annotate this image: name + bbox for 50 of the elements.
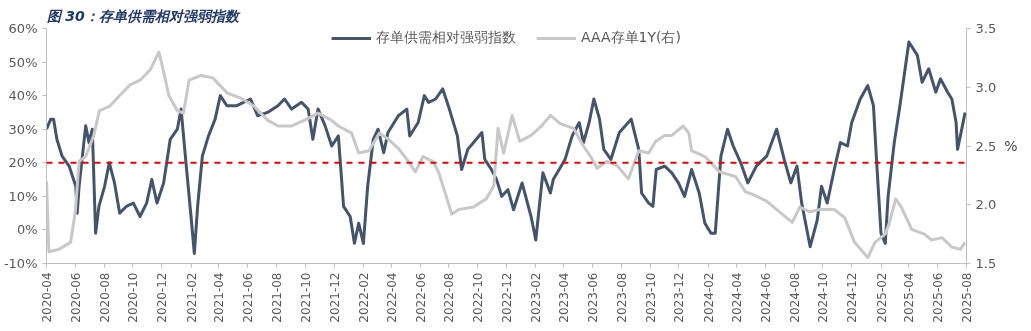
y-tick-label: 0% [16, 222, 38, 238]
x-tick-label: 2021-06 [241, 272, 256, 323]
x-tick-label: 2024-10 [816, 272, 831, 323]
x-tick-label: 2022-10 [471, 272, 486, 323]
y2-tick-label: 2.5 [975, 138, 997, 154]
x-tick-label: 2023-10 [643, 272, 658, 323]
x-tick-label: 2025-04 [902, 272, 917, 323]
x-tick-label: 2024-02 [701, 272, 716, 323]
y-tick-label: 20% [8, 155, 38, 171]
legend-label: 存单供需相对强弱指数 [376, 29, 517, 47]
y-tick-label: 50% [8, 54, 38, 70]
x-tick-label: 2024-12 [845, 272, 860, 323]
x-tick-label: 2024-08 [787, 272, 802, 323]
legend-label: AAA存单1Y(右) [581, 29, 681, 47]
x-tick-label: 2021-04 [212, 272, 227, 323]
chart-title: 图 30：存单供需相对强弱指数 [46, 7, 241, 24]
y-tick-label: 30% [8, 121, 38, 137]
x-tick-label: 2022-04 [384, 272, 399, 323]
x-tick-label: 2022-08 [442, 272, 457, 323]
x-tick-label: 2021-10 [298, 272, 313, 323]
x-tick-label: 2021-08 [270, 272, 284, 323]
x-tick-label: 2020-04 [40, 272, 54, 323]
y2-tick-label: 3.0 [975, 79, 997, 95]
x-tick-label: 2023-02 [529, 272, 544, 323]
x-tick-label: 2025-08 [960, 272, 974, 323]
y2-tick-label: 1.5 [975, 256, 997, 271]
x-tick-label: 2022-06 [413, 272, 428, 323]
y2-axis-title: % [1004, 138, 1018, 154]
x-tick-label: 2024-04 [730, 272, 744, 323]
y-tick-label: -10% [3, 256, 38, 271]
y2-tick-label: 2.0 [975, 197, 997, 213]
x-tick-label: 2020-06 [68, 272, 83, 323]
x-tick-label: 2023-04 [557, 272, 572, 323]
y2-tick-label: 3.5 [975, 21, 997, 36]
x-tick-label: 2020-12 [155, 272, 170, 323]
y-tick-label: 60% [8, 21, 38, 36]
x-tick-label: 2025-02 [874, 272, 889, 323]
x-tick-label: 2023-08 [614, 272, 629, 323]
x-tick-label: 2023-12 [672, 272, 687, 323]
y-tick-label: 40% [8, 88, 38, 104]
y-tick-label: 10% [8, 188, 38, 204]
x-tick-label: 2021-02 [184, 272, 199, 323]
x-tick-label: 2021-12 [327, 272, 342, 323]
x-tick-label: 2025-06 [931, 272, 946, 323]
x-tick-label: 2024-06 [758, 272, 773, 323]
x-tick-label: 2020-08 [97, 272, 112, 323]
x-tick-label: 2023-06 [585, 272, 600, 323]
x-tick-label: 2022-02 [356, 272, 371, 323]
x-tick-label: 2020-10 [126, 272, 141, 323]
x-tick-label: 2022-12 [500, 272, 514, 323]
